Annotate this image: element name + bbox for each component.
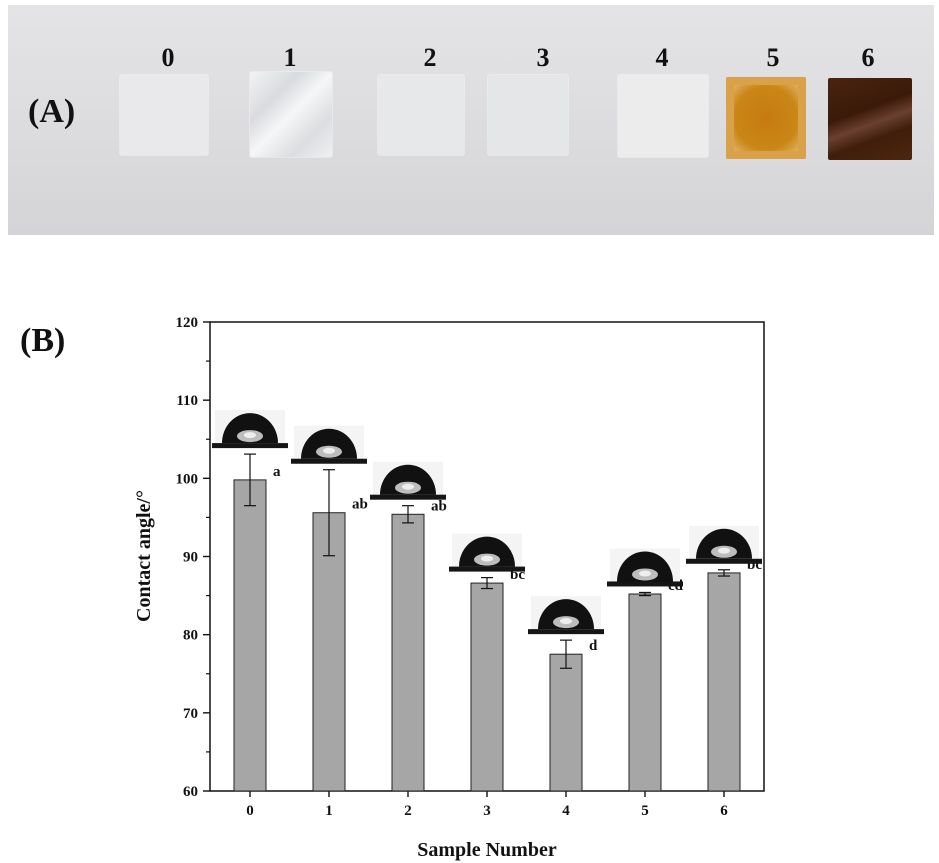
film-sample-6 (828, 78, 912, 160)
bars: aababbcdcdbc (233, 453, 762, 792)
sample-number-1: 1 (283, 43, 297, 72)
y-tick-label-110: 110 (176, 393, 198, 409)
y-tick-label-60: 60 (183, 784, 198, 800)
bar-6 (707, 572, 741, 792)
significance-label-1: ab (352, 497, 368, 513)
sample-number-3: 3 (536, 43, 550, 72)
error-bar-4 (560, 639, 572, 669)
droplet-image-1 (291, 425, 367, 464)
droplet-images (212, 410, 762, 635)
y-tick-label-120: 120 (176, 315, 199, 331)
droplet-image-6 (686, 525, 762, 564)
error-bar-6 (718, 569, 730, 577)
droplet-image-5 (607, 548, 683, 587)
y-tick-label-70: 70 (183, 706, 198, 722)
bar-1 (312, 512, 346, 792)
error-bar-2 (402, 505, 414, 524)
bar-3 (470, 582, 504, 792)
y-tick-label-80: 80 (183, 628, 198, 644)
sample-number-0: 0 (161, 43, 175, 72)
y-axis-ticks: 60 70 80 90 100 110 120 (176, 315, 210, 800)
bar-2 (391, 513, 425, 792)
photo-panel-a: (A) 0 1 2 3 4 5 6 (8, 5, 934, 235)
sample-number-2: 2 (423, 43, 437, 72)
droplet-image-2 (370, 461, 446, 500)
bar-4 (549, 653, 583, 792)
x-tick-label-4: 4 (562, 803, 570, 819)
y-axis-title: Contact angle/° (133, 490, 155, 622)
y-tick-label-90: 90 (183, 550, 198, 566)
droplet-image-3 (449, 533, 525, 572)
film-sample-2 (378, 75, 464, 155)
panel-a-label: (A) (28, 93, 76, 130)
x-tick-label-3: 3 (483, 803, 491, 819)
error-bar-3 (481, 577, 493, 590)
significance-label-0: a (273, 464, 281, 480)
film-sample-4 (618, 75, 708, 157)
error-bar-5 (639, 591, 651, 597)
significance-label-2: ab (431, 498, 447, 514)
x-tick-label-5: 5 (641, 803, 649, 819)
sample-number-6: 6 (861, 43, 875, 72)
droplet-image-4 (528, 596, 604, 635)
x-tick-label-1: 1 (325, 803, 333, 819)
droplet-image-0 (212, 410, 288, 449)
film-sample-1 (250, 72, 332, 157)
x-axis-ticks: 0 1 2 3 4 5 6 (246, 791, 728, 819)
error-bar-1 (323, 469, 335, 557)
significance-label-4: d (589, 638, 598, 654)
panel-b-label: (B) (20, 322, 66, 359)
error-bar-0 (244, 453, 256, 507)
bar-0 (233, 479, 267, 792)
sample-number-4: 4 (655, 43, 669, 72)
x-tick-label-0: 0 (246, 803, 254, 819)
bar-5 (628, 593, 662, 792)
film-sample-0 (120, 75, 208, 155)
x-tick-label-2: 2 (404, 803, 412, 819)
x-tick-label-6: 6 (720, 803, 728, 819)
y-tick-label-100: 100 (176, 471, 199, 487)
film-sample-3 (488, 75, 568, 155)
sample-number-5: 5 (766, 43, 780, 72)
x-axis-title: Sample Number (417, 839, 557, 861)
film-sample-5 (726, 77, 806, 159)
